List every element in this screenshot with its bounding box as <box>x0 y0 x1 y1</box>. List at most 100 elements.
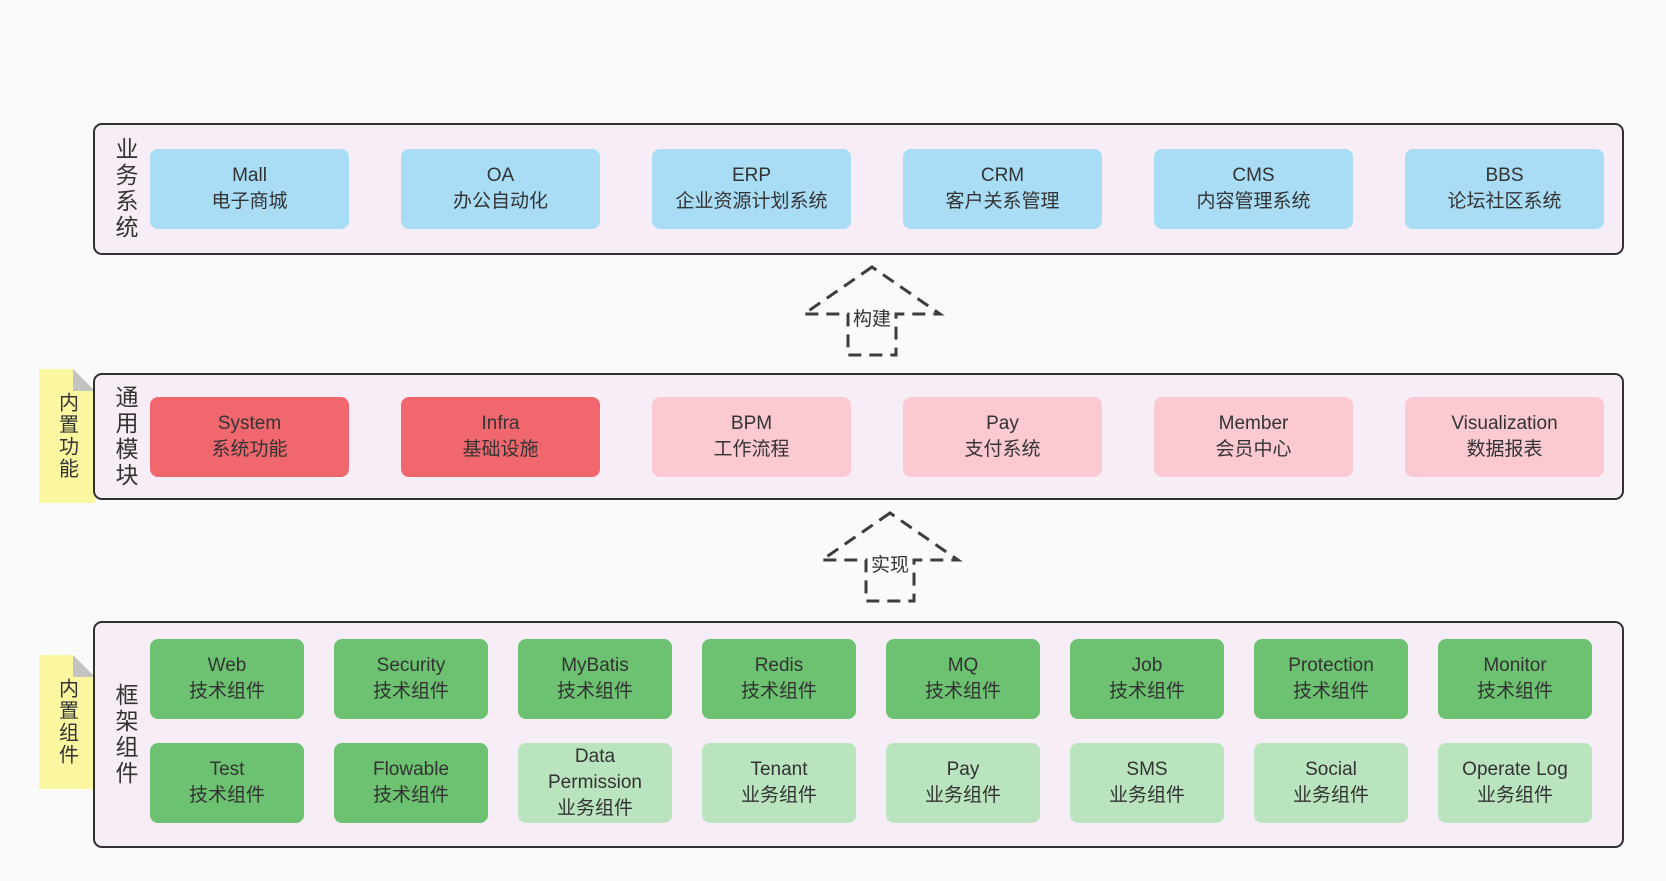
box-title: Pay <box>946 759 980 780</box>
box-subtitle: 系统功能 <box>211 439 288 460</box>
box-subtitle: 技术组件 <box>1476 681 1553 702</box>
box-title: Social <box>1305 759 1357 780</box>
box-monitor: Monitor 技术组件 <box>1438 639 1592 719</box>
box-sms: SMS 业务组件 <box>1070 743 1224 823</box>
box-title: BPM <box>730 413 773 434</box>
box-subtitle: 技术组件 <box>188 681 265 702</box>
up-arrow-dashed-icon <box>799 265 945 357</box>
box-bpm: BPM 工作流程 <box>652 397 851 477</box>
box-test: Test 技术组件 <box>150 743 304 823</box>
box-title: Pay <box>986 413 1019 434</box>
box-title: Test <box>209 759 245 780</box>
box-pay-component: Pay 业务组件 <box>886 743 1040 823</box>
band-common-modules: 通用模块 System 系统功能 Infra 基础设施 BPM 工作流程 Pay… <box>93 373 1624 500</box>
box-mq: MQ 技术组件 <box>886 639 1040 719</box>
sticky-note-built-in-components: 内置组件 <box>39 655 95 789</box>
box-title: Member <box>1218 413 1289 434</box>
box-subtitle: 技术组件 <box>556 681 633 702</box>
box-cms: CMS 内容管理系统 <box>1154 149 1353 229</box>
sticky-note-built-in-features: 内置功能 <box>39 369 95 503</box>
box-subtitle: 业务组件 <box>1292 785 1369 806</box>
band-row: Mall 电子商城 OA 办公自动化 ERP 企业资源计划系统 CRM 客户关系… <box>150 149 1604 229</box>
box-subtitle: 办公自动化 <box>452 191 548 212</box>
box-web: Web 技术组件 <box>150 639 304 719</box>
box-subtitle: 工作流程 <box>713 439 790 460</box>
box-title: Protection <box>1288 655 1374 676</box>
box-subtitle: 业务组件 <box>1108 785 1185 806</box>
box-bbs: BBS 论坛社区系统 <box>1405 149 1604 229</box>
box-protection: Protection 技术组件 <box>1254 639 1408 719</box>
box-tenant: Tenant 业务组件 <box>702 743 856 823</box>
box-title: SMS <box>1126 759 1168 780</box>
box-subtitle: 业务组件 <box>924 785 1001 806</box>
box-subtitle: 技术组件 <box>372 785 449 806</box>
band-row: System 系统功能 Infra 基础设施 BPM 工作流程 Pay 支付系统… <box>150 397 1604 477</box>
box-subtitle: 业务组件 <box>556 798 633 819</box>
arrow-label-implement: 实现 <box>868 550 912 577</box>
box-subtitle: 电子商城 <box>211 191 288 212</box>
box-subtitle: 技术组件 <box>1108 681 1185 702</box>
up-arrow-dashed-icon <box>817 511 963 603</box>
box-data-permission: Data Permission 业务组件 <box>518 743 672 823</box>
box-title: Job <box>1131 655 1163 676</box>
box-title: CRM <box>980 165 1025 186</box>
box-subtitle: 业务组件 <box>740 785 817 806</box>
box-security: Security 技术组件 <box>334 639 488 719</box>
box-title: MQ <box>947 655 979 676</box>
box-subtitle: 内容管理系统 <box>1196 191 1311 212</box>
box-title: MyBatis <box>561 655 629 676</box>
box-pay-system: Pay 支付系统 <box>903 397 1102 477</box>
box-subtitle: 技术组件 <box>740 681 817 702</box>
box-title: Tenant <box>750 759 808 780</box>
box-subtitle: 基础设施 <box>462 439 539 460</box>
arrow-label-build: 构建 <box>850 304 894 331</box>
box-social: Social 业务组件 <box>1254 743 1408 823</box>
band-label-framework-components: 框架组件 <box>112 682 138 787</box>
box-subtitle: 企业资源计划系统 <box>675 191 828 212</box>
box-title: Web <box>207 655 247 676</box>
box-subtitle: 会员中心 <box>1215 439 1292 460</box>
box-subtitle: 技术组件 <box>372 681 449 702</box>
box-system: System 系统功能 <box>150 397 349 477</box>
box-title: Redis <box>754 655 804 676</box>
box-oa: OA 办公自动化 <box>401 149 600 229</box>
band-label-business-systems: 业务系统 <box>112 137 138 241</box>
box-subtitle: 支付系统 <box>964 439 1041 460</box>
box-redis: Redis 技术组件 <box>702 639 856 719</box>
arrow-build: 构建 <box>792 264 952 358</box>
box-subtitle: 技术组件 <box>188 785 265 806</box>
box-job: Job 技术组件 <box>1070 639 1224 719</box>
box-operate-log: Operate Log 业务组件 <box>1438 743 1592 823</box>
box-visualization: Visualization 数据报表 <box>1405 397 1604 477</box>
box-title: Data Permission <box>548 746 642 793</box>
box-subtitle: 技术组件 <box>1292 681 1369 702</box>
box-subtitle: 客户关系管理 <box>945 191 1060 212</box>
arrow-implement: 实现 <box>810 510 970 604</box>
box-title: CMS <box>1232 165 1275 186</box>
box-subtitle: 技术组件 <box>924 681 1001 702</box>
box-subtitle: 论坛社区系统 <box>1447 191 1562 212</box>
box-flowable: Flowable 技术组件 <box>334 743 488 823</box>
folded-corner-icon <box>73 655 95 677</box>
box-title: BBS <box>1485 165 1524 186</box>
box-mall: Mall 电子商城 <box>150 149 349 229</box>
box-title: OA <box>486 165 515 186</box>
box-title: Infra <box>481 413 520 434</box>
box-title: ERP <box>731 165 772 186</box>
box-erp: ERP 企业资源计划系统 <box>652 149 851 229</box>
sticky-note-label: 内置功能 <box>55 392 78 480</box>
box-subtitle: 业务组件 <box>1476 785 1553 806</box>
box-infra: Infra 基础设施 <box>401 397 600 477</box>
band-framework-components: 框架组件 Web 技术组件 Security 技术组件 MyBatis 技术组件… <box>93 621 1624 848</box>
sticky-note-label: 内置组件 <box>55 678 78 766</box>
box-title: Operate Log <box>1462 759 1568 780</box>
box-title: Flowable <box>372 759 450 780</box>
box-title: Mall <box>232 165 267 186</box>
band-business-systems: 业务系统 Mall 电子商城 OA 办公自动化 ERP 企业资源计划系统 CRM… <box>93 123 1624 255</box>
band-row: Test 技术组件 Flowable 技术组件 Data Permission … <box>150 743 1592 823</box>
box-title: System <box>217 413 282 434</box>
box-subtitle: 数据报表 <box>1466 439 1543 460</box>
band-label-common-modules: 通用模块 <box>112 384 138 489</box>
box-title: Monitor <box>1483 655 1547 676</box>
